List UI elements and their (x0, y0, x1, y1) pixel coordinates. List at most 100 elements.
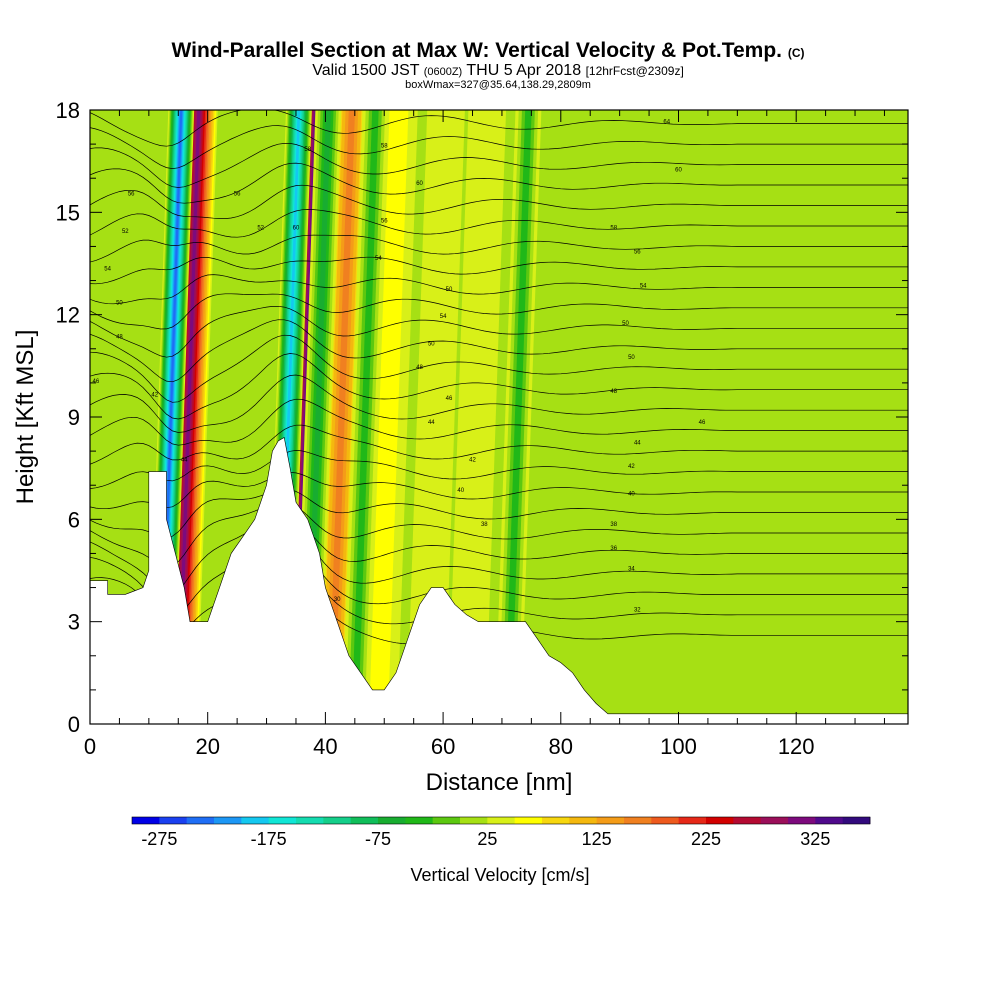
contour-label: 38 (481, 522, 488, 528)
contour-label: 54 (375, 256, 382, 262)
theta-contour-10 (90, 398, 908, 446)
theta-contour-21 (90, 184, 908, 219)
contour-label: 36 (610, 546, 617, 552)
x-tick-label: 0 (84, 734, 96, 759)
contour-label: 42 (628, 464, 635, 470)
contour-label: 48 (416, 365, 423, 371)
colorbar-tick-label: -275 (141, 829, 177, 849)
valid-line: Valid 1500 JST (0600Z) THU 5 Apr 2018 [1… (312, 62, 684, 79)
theta-contour-16 (90, 293, 908, 330)
contour-label: 42 (151, 393, 158, 399)
contour-label: 50 (428, 341, 435, 347)
y-tick-label: 0 (68, 712, 80, 737)
theta-contour-9 (90, 424, 908, 465)
colorbar: -275 -175 -75 25 125 225 325 (131, 816, 871, 849)
updraft-band-5-level-1 (457, 110, 497, 724)
contour-label: 50 (446, 287, 453, 293)
colorbar-swatch (842, 817, 871, 824)
colorbar-swatch (815, 817, 844, 824)
theta-contour-18 (90, 256, 908, 285)
terrain-mask (90, 437, 908, 724)
colorbar-swatch (323, 817, 352, 824)
y-tick-label: 6 (68, 507, 80, 532)
colorbar-swatch (733, 817, 762, 824)
colorbar-swatch (706, 817, 734, 824)
contour-label: 60 (416, 181, 423, 187)
colorbar-swatch (760, 817, 789, 824)
contour-label: 56 (234, 191, 241, 197)
theta-contour-17 (90, 274, 908, 305)
colorbar-swatch (132, 817, 160, 824)
colorbar-swatch (350, 817, 379, 824)
colorbar-swatch (624, 817, 652, 824)
theta-contour-19 (90, 234, 908, 263)
theta-contour-24 (90, 125, 908, 169)
colorbar-tick-label: 225 (691, 829, 721, 849)
contour-label: 44 (428, 420, 435, 426)
contour-label: 54 (104, 266, 111, 272)
colorbar-swatch (405, 817, 434, 824)
y-tick-label: 18 (56, 98, 80, 123)
theta-contour-5 (90, 501, 908, 568)
contour-label: 50 (116, 300, 123, 306)
contour-label: 60 (293, 225, 300, 231)
colorbar-swatch (432, 817, 461, 824)
colorbar-swatch (651, 817, 680, 824)
colorbar-swatch (514, 817, 543, 824)
y-tick-label: 3 (68, 610, 80, 635)
updraft-band-4-level-1 (416, 110, 456, 724)
colorbar-tick-label: 325 (800, 829, 830, 849)
plot-area: 56 52 54 50 48 46 42 44 56 52 58 60 58 60 56 54 50 54 50 48… (90, 110, 908, 724)
valid-date: THU 5 Apr 2018 (466, 62, 581, 79)
contour-label: 56 (634, 249, 641, 255)
colorbar-swatch (596, 817, 625, 824)
theta-contour-11 (90, 374, 908, 433)
valid-utc: (0600Z) (424, 66, 463, 78)
theta-contour-23 (90, 143, 908, 188)
contour-label: 30 (334, 597, 341, 603)
colorbar-tick-label: 125 (582, 829, 612, 849)
x-tick-label: 20 (195, 734, 219, 759)
colorbar-swatch (487, 817, 516, 824)
colorbar-tick-label: -75 (365, 829, 391, 849)
contour-label: 52 (122, 229, 129, 235)
theta-contour-14 (90, 319, 908, 383)
colorbar-swatch (678, 817, 707, 824)
updraft-band-0-level-11 (176, 110, 201, 724)
theta-contour-7 (90, 472, 908, 510)
x-tick-label: 100 (660, 734, 697, 759)
colorbar-swatch (159, 817, 188, 824)
contour-label: 44 (181, 457, 188, 463)
y-axis-label: Height [Kft MSL] (12, 330, 39, 505)
box-info: boxWmax=327@35.64,138.29,2809m (405, 79, 591, 91)
contour-label: 58 (610, 225, 617, 231)
theta-contour-13 (90, 334, 908, 403)
colorbar-tick-label: -175 (251, 829, 287, 849)
colorbar-tick-label: 25 (477, 829, 497, 849)
colorbar-swatch (788, 817, 816, 824)
theta-contour-4 (90, 513, 908, 595)
copyright-mark: (C) (788, 46, 805, 60)
colorbar-frame (131, 816, 871, 825)
colorbar-swatch (186, 817, 215, 824)
contour-label: 50 (628, 355, 635, 361)
contour-label: 46 (93, 379, 100, 385)
theta-contour-8 (90, 450, 908, 489)
contour-label: 60 (675, 167, 682, 173)
theta-contour-15 (90, 305, 908, 358)
contour-label: 52 (257, 225, 264, 231)
updraft-band-2-level-5 (328, 110, 356, 724)
theta-contour-20 (90, 209, 908, 238)
contour-label: 48 (116, 335, 123, 341)
y-tick-label: 15 (56, 200, 80, 225)
colorbar-label: Vertical Velocity [cm/s] (410, 865, 589, 885)
chart-title: Wind-Parallel Section at Max W: Vertical… (171, 39, 804, 62)
contour-label: 40 (628, 491, 635, 497)
contour-labels: 56 52 54 50 48 46 42 44 56 52 58 60 58 60 56 54 50 54 50 48… (93, 120, 706, 614)
x-axis-label: Distance [nm] (426, 769, 573, 796)
theta-contour-12 (90, 353, 908, 420)
contour-label: 58 (381, 144, 388, 150)
colorbar-swatch (268, 817, 297, 824)
